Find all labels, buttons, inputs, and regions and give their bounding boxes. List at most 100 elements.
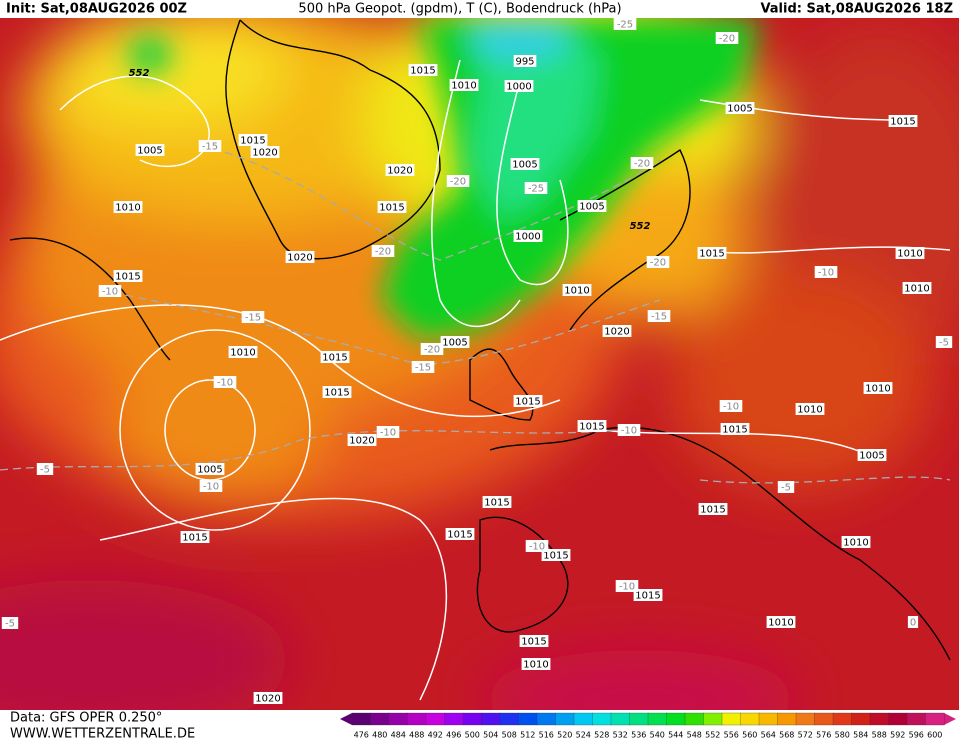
legend-label: 600 bbox=[927, 731, 942, 740]
isobar-label-box bbox=[135, 144, 165, 156]
temperature-label: -20 bbox=[424, 345, 440, 356]
isobar-label-box bbox=[238, 134, 268, 146]
legend-label: 528 bbox=[594, 731, 609, 740]
isobar-label: 1010 bbox=[230, 348, 255, 359]
temperature-label-box bbox=[646, 256, 670, 268]
legend-swatch bbox=[388, 712, 409, 726]
temperature-label-box bbox=[935, 336, 953, 348]
legend-label: 496 bbox=[446, 731, 461, 740]
temperature-label-box bbox=[241, 311, 265, 323]
isobar-label: 1020 bbox=[287, 253, 312, 264]
isobar-label: 1005 bbox=[727, 104, 752, 115]
isobar-label-box bbox=[449, 79, 479, 91]
legend-label: 504 bbox=[483, 731, 498, 740]
isobar-label-box bbox=[895, 247, 925, 259]
isobar-label-box bbox=[863, 382, 893, 394]
legend-label: 588 bbox=[872, 731, 887, 740]
isobar-label-box bbox=[482, 496, 512, 508]
isobar-label: 1005 bbox=[512, 160, 537, 171]
data-source: Data: GFS OPER 0.250° bbox=[10, 711, 162, 726]
temperature-label-box bbox=[613, 18, 637, 30]
isobar-label-box bbox=[513, 395, 543, 407]
isobar-label-box bbox=[322, 386, 352, 398]
isobar-label: 1010 bbox=[797, 405, 822, 416]
isobar-label-box bbox=[577, 420, 607, 432]
temperature-label-box bbox=[36, 463, 54, 475]
coastlines bbox=[9, 19, 951, 661]
isobar-label-box bbox=[562, 284, 592, 296]
legend-label: 540 bbox=[650, 731, 665, 740]
legend-swatch bbox=[888, 712, 908, 726]
legend-label: 508 bbox=[502, 731, 517, 740]
legend-label: 488 bbox=[409, 731, 424, 740]
legend-swatch bbox=[906, 712, 927, 726]
isobar-label: 1010 bbox=[897, 249, 922, 260]
temperature-label: -15 bbox=[415, 363, 431, 374]
temperature-label: 0 bbox=[910, 618, 916, 629]
legend-label: 524 bbox=[576, 731, 591, 740]
temperature-label: -10 bbox=[203, 482, 219, 493]
legend-swatch bbox=[666, 712, 686, 726]
isobar-label: 1015 bbox=[722, 425, 747, 436]
isobar-label: 1000 bbox=[506, 82, 531, 93]
map-title: 500 hPa Geopot. (gpdm), T (C), Bodendruc… bbox=[298, 2, 621, 17]
isobar-label-box bbox=[195, 463, 225, 475]
temperature-label-box bbox=[411, 361, 435, 373]
isobar-label-box bbox=[541, 549, 571, 561]
legend-label: 476 bbox=[354, 731, 369, 740]
isobar-label: 1020 bbox=[604, 327, 629, 338]
isobar-label: 1015 bbox=[699, 249, 724, 260]
temperature-label-box bbox=[630, 157, 654, 169]
isobar-label: 1015 bbox=[324, 388, 349, 399]
temperature-label: -5 bbox=[40, 465, 50, 476]
isobar-label: 1005 bbox=[197, 465, 222, 476]
temperature-label-box bbox=[376, 426, 400, 438]
isobar-label: 1015 bbox=[447, 530, 472, 541]
isobar-label-box bbox=[377, 201, 407, 213]
isobar-label: 1000 bbox=[515, 232, 540, 243]
legend-label: 484 bbox=[391, 731, 406, 740]
legend-label: 552 bbox=[705, 731, 720, 740]
legend-label: 556 bbox=[724, 731, 739, 740]
legend-swatch bbox=[351, 712, 372, 726]
temperature-label: -10 bbox=[217, 378, 233, 389]
isobar-label: 995 bbox=[515, 57, 534, 68]
legend-swatch bbox=[555, 712, 575, 726]
isobar-label-box bbox=[720, 423, 750, 435]
legend-swatch bbox=[425, 712, 446, 726]
isobar-label-box bbox=[795, 403, 825, 415]
legend-swatch bbox=[851, 712, 871, 726]
legend-swatch bbox=[592, 712, 612, 726]
isobar-label-box bbox=[385, 164, 415, 176]
temperature-label: -25 bbox=[528, 184, 544, 195]
isobar-label-box bbox=[902, 282, 932, 294]
legend-swatch bbox=[610, 712, 631, 726]
isobar-label-box bbox=[347, 434, 377, 446]
legend-label: 568 bbox=[779, 731, 794, 740]
isotherms bbox=[0, 144, 951, 484]
isobar-label: 1020 bbox=[255, 694, 280, 705]
temperature-label: -10 bbox=[529, 542, 545, 553]
legend-swatch bbox=[721, 712, 742, 726]
isobar-label-box bbox=[698, 503, 728, 515]
isobar-label-box bbox=[180, 531, 210, 543]
legend-swatch bbox=[407, 712, 427, 726]
geopotential-label: 552 bbox=[129, 68, 150, 79]
temperature-label: -15 bbox=[245, 313, 261, 324]
temperature-label-box bbox=[213, 376, 237, 388]
temperature-label: -15 bbox=[651, 312, 667, 323]
isobar-label-box bbox=[113, 270, 143, 282]
legend-label: 480 bbox=[372, 731, 387, 740]
isobar-label-box bbox=[577, 200, 607, 212]
isobar-label-box bbox=[320, 351, 350, 363]
isobar-label: 1020 bbox=[252, 148, 277, 159]
temperature-label-box bbox=[617, 424, 641, 436]
isobar-label: 1015 bbox=[521, 637, 546, 648]
temperature-label: -5 bbox=[5, 619, 15, 630]
isobar-label-box bbox=[285, 251, 315, 263]
site-name: WWW.WETTERZENTRALE.DE bbox=[10, 727, 195, 741]
isobar-label: 1015 bbox=[410, 66, 435, 77]
